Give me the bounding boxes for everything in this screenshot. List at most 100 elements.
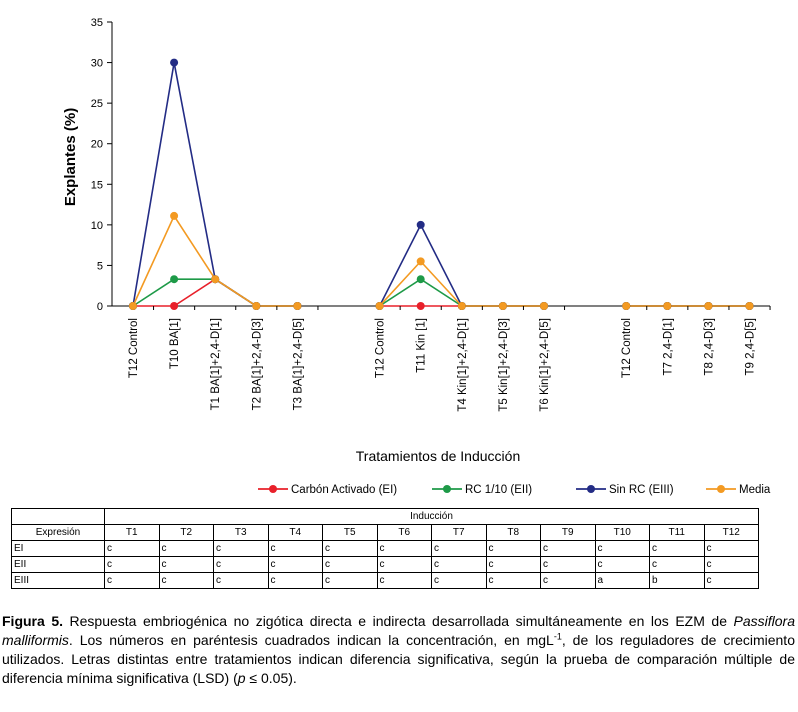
legend-label: Sin RC (EIII) bbox=[609, 484, 674, 496]
table-cell: c bbox=[431, 556, 487, 573]
table-column-header: T12 bbox=[703, 524, 759, 541]
significance-table: Inducción Expresión T1 T2 T3 T4 T5 T6 T7 T8 T9 T10 T… bbox=[11, 508, 759, 589]
data-point bbox=[170, 58, 179, 67]
y-tick-label: 15 bbox=[91, 179, 103, 191]
data-point bbox=[375, 302, 384, 310]
table-cell: c bbox=[485, 572, 541, 589]
table-cell: b bbox=[649, 572, 705, 589]
caption-label: Figura 5. bbox=[2, 613, 63, 629]
x-tick-label: T8 2,4-D[3] bbox=[703, 318, 715, 376]
caption-superscript: -1 bbox=[553, 631, 562, 642]
table-cell: c bbox=[649, 540, 705, 557]
series-line bbox=[132, 62, 298, 307]
table-cell: c bbox=[540, 572, 596, 589]
legend-label: Carbón Activado (EI) bbox=[291, 484, 397, 496]
table-cell: c bbox=[213, 556, 269, 573]
data-point bbox=[457, 302, 466, 310]
x-tick-label: T12 Control bbox=[621, 318, 633, 378]
table-column-header: T10 bbox=[594, 524, 650, 541]
data-point bbox=[540, 302, 548, 310]
table-row-label: EIII bbox=[11, 572, 105, 589]
data-point bbox=[129, 302, 137, 310]
y-tick-label: 5 bbox=[97, 260, 103, 272]
table-cell: c bbox=[703, 572, 759, 589]
line-chart: 0 5 10 15 20 25 30 35 T12 Control T10 BA[1] T1 BA… bbox=[62, 17, 771, 496]
table-cell: c bbox=[104, 540, 160, 557]
table-cell: c bbox=[376, 540, 432, 557]
legend-label: Media bbox=[739, 484, 771, 496]
table-cell: c bbox=[213, 572, 269, 589]
data-point bbox=[211, 275, 220, 284]
y-axis-label: Explantes (%) bbox=[62, 108, 79, 206]
caption-p-symbol: p bbox=[237, 670, 246, 686]
data-point bbox=[498, 302, 507, 310]
series-line bbox=[132, 214, 298, 307]
table-corner-cell bbox=[11, 508, 105, 525]
table-row-label: EII bbox=[11, 556, 105, 573]
series-line bbox=[379, 278, 544, 307]
data-point bbox=[745, 302, 754, 310]
table-cell: c bbox=[322, 572, 378, 589]
legend-label: RC 1/10 (EII) bbox=[465, 484, 532, 496]
x-tick-label: T2 BA[1]+2,4-D[3] bbox=[251, 318, 263, 410]
x-tick-label: T12 Control bbox=[375, 318, 387, 378]
table-cell: c bbox=[703, 540, 759, 557]
x-tick-label: T12 Control bbox=[128, 318, 140, 378]
data-point bbox=[293, 302, 302, 310]
table-cell: c bbox=[322, 556, 378, 573]
data-point bbox=[416, 302, 425, 310]
data-point bbox=[416, 257, 425, 266]
table-column-header: T8 bbox=[485, 524, 541, 541]
series-line bbox=[379, 260, 544, 307]
chart-legend: Carbón Activado (EI) RC 1/10 (EII) Sin RC … bbox=[258, 484, 771, 496]
table-cell: c bbox=[431, 572, 487, 589]
series-line bbox=[132, 278, 298, 307]
x-tick-label: T10 BA[1] bbox=[169, 318, 181, 369]
table-group-header: Inducción bbox=[104, 508, 759, 525]
data-point bbox=[416, 220, 425, 229]
table-row: EIII c c c c c c c c c a b c bbox=[11, 572, 759, 589]
table-column-header: T2 bbox=[158, 524, 214, 541]
x-tick-label: T6 Kin[1]+2,4-D[5] bbox=[539, 318, 551, 412]
table-cell: a bbox=[594, 572, 650, 589]
table-cell: c bbox=[267, 540, 323, 557]
data-point bbox=[663, 302, 672, 310]
table-cell: c bbox=[213, 540, 269, 557]
data-point bbox=[170, 302, 179, 310]
data-point bbox=[170, 275, 179, 284]
x-tick-label: T7 2,4-D[1] bbox=[662, 318, 674, 376]
y-tick-label: 20 bbox=[91, 139, 103, 151]
table-cell: c bbox=[104, 572, 160, 589]
caption-text-4: ≤ 0.05). bbox=[245, 670, 297, 686]
x-tick-label: T3 BA[1]+2,4-D[5] bbox=[292, 318, 304, 410]
table-column-header: T6 bbox=[376, 524, 432, 541]
legend-swatch-marker bbox=[717, 485, 725, 493]
table-cell: c bbox=[158, 572, 214, 589]
y-tick-label: 0 bbox=[97, 301, 103, 313]
table-cell: c bbox=[485, 556, 541, 573]
x-tick-label: T4 Kin[1]+2,4-D[1] bbox=[457, 318, 469, 412]
caption-text-3: , de los reguladores de crecimiento util… bbox=[2, 632, 795, 686]
table-header-row: Expresión T1 T2 T3 T4 T5 T6 T7 T8 T9 T10 T11 T12 bbox=[11, 524, 759, 541]
table-row-label: EI bbox=[11, 540, 105, 557]
table-column-header: T1 bbox=[104, 524, 160, 541]
x-tick-label: T1 BA[1]+2,4-D[1] bbox=[210, 318, 222, 410]
series-points bbox=[129, 58, 754, 310]
x-axis-label: Tratamientos de Inducción bbox=[356, 448, 520, 464]
table-cell: c bbox=[594, 540, 650, 557]
data-point bbox=[704, 302, 713, 310]
data-point bbox=[252, 302, 261, 310]
table-cell: c bbox=[594, 556, 650, 573]
x-tick-label: T11 Kin [1] bbox=[416, 318, 428, 373]
figure-caption: Figura 5. Respuesta embriogénica no zigó… bbox=[2, 612, 795, 688]
table-cell: c bbox=[431, 540, 487, 557]
y-tick-label: 30 bbox=[91, 58, 103, 70]
y-tick-label: 25 bbox=[91, 98, 103, 110]
table-row: EI c c c c c c c c c c c c bbox=[11, 540, 759, 557]
table-column-header: T7 bbox=[431, 524, 487, 541]
y-tick-label: 35 bbox=[91, 17, 103, 29]
x-tick-label: T5 Kin[1]+2,4-D[3] bbox=[498, 318, 510, 412]
table-column-header: T9 bbox=[540, 524, 596, 541]
table-cell: c bbox=[649, 556, 705, 573]
table-cell: c bbox=[322, 540, 378, 557]
